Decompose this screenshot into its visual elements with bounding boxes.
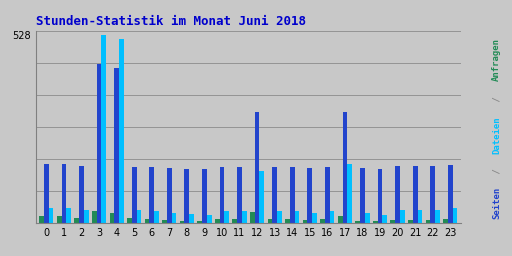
Text: /: / bbox=[492, 91, 501, 107]
Bar bbox=[325, 167, 330, 223]
Bar bbox=[382, 215, 387, 223]
Bar bbox=[307, 168, 312, 223]
Bar bbox=[435, 210, 440, 223]
Bar bbox=[220, 167, 224, 223]
Text: /: / bbox=[492, 163, 501, 179]
Bar bbox=[365, 213, 370, 223]
Bar bbox=[172, 213, 177, 223]
Bar bbox=[110, 213, 114, 223]
Bar bbox=[453, 208, 457, 223]
Bar bbox=[132, 167, 137, 223]
Bar bbox=[242, 211, 247, 223]
Bar bbox=[425, 220, 430, 223]
Bar bbox=[144, 219, 150, 223]
Bar bbox=[207, 215, 211, 223]
Bar bbox=[92, 211, 97, 223]
Bar bbox=[268, 219, 272, 223]
Bar bbox=[373, 221, 378, 223]
Bar bbox=[119, 39, 124, 223]
Bar bbox=[215, 219, 220, 223]
Text: Seiten: Seiten bbox=[492, 187, 501, 219]
Bar bbox=[430, 166, 435, 223]
Bar bbox=[137, 210, 141, 223]
Bar bbox=[400, 210, 404, 223]
Bar bbox=[197, 221, 202, 223]
Bar bbox=[290, 167, 294, 223]
Bar bbox=[84, 210, 89, 223]
Bar bbox=[232, 219, 237, 223]
Bar bbox=[347, 164, 352, 223]
Bar bbox=[378, 169, 382, 223]
Bar bbox=[408, 220, 413, 223]
Bar bbox=[395, 166, 400, 223]
Bar bbox=[61, 164, 67, 223]
Bar bbox=[44, 164, 49, 223]
Bar bbox=[285, 219, 290, 223]
Bar bbox=[57, 216, 61, 223]
Bar bbox=[154, 211, 159, 223]
Bar bbox=[338, 216, 343, 223]
Bar bbox=[49, 208, 53, 223]
Bar bbox=[391, 220, 395, 223]
Bar bbox=[294, 211, 300, 223]
Bar bbox=[277, 211, 282, 223]
Text: Dateien: Dateien bbox=[492, 116, 501, 154]
Text: Anfragen: Anfragen bbox=[492, 38, 501, 81]
Bar bbox=[303, 220, 307, 223]
Bar bbox=[312, 213, 317, 223]
Bar bbox=[443, 219, 448, 223]
Bar bbox=[150, 167, 154, 223]
Bar bbox=[255, 112, 260, 223]
Bar bbox=[39, 216, 44, 223]
Bar bbox=[250, 212, 255, 223]
Bar bbox=[127, 218, 132, 223]
Bar bbox=[189, 214, 194, 223]
Bar bbox=[413, 166, 417, 223]
Text: Stunden-Statistik im Monat Juni 2018: Stunden-Statistik im Monat Juni 2018 bbox=[36, 15, 306, 28]
Bar bbox=[162, 220, 167, 223]
Bar bbox=[97, 65, 101, 223]
Bar bbox=[101, 35, 106, 223]
Bar bbox=[272, 167, 277, 223]
Bar bbox=[260, 171, 264, 223]
Bar bbox=[360, 168, 365, 223]
Bar bbox=[224, 211, 229, 223]
Bar bbox=[330, 211, 334, 223]
Bar bbox=[320, 219, 325, 223]
Bar bbox=[417, 210, 422, 223]
Bar bbox=[202, 169, 207, 223]
Bar bbox=[67, 208, 71, 223]
Bar bbox=[343, 112, 347, 223]
Bar bbox=[448, 165, 453, 223]
Bar bbox=[79, 166, 84, 223]
Bar bbox=[114, 68, 119, 223]
Bar bbox=[167, 168, 172, 223]
Bar bbox=[180, 221, 184, 223]
Bar bbox=[74, 218, 79, 223]
Bar bbox=[237, 167, 242, 223]
Bar bbox=[184, 169, 189, 223]
Bar bbox=[355, 221, 360, 223]
